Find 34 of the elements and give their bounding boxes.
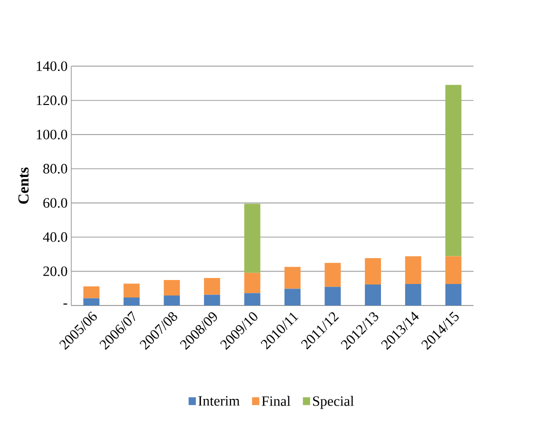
y-tick-label: 40.0	[43, 232, 68, 242]
bar	[364, 258, 381, 285]
bar	[164, 296, 180, 306]
legend-label: Final	[262, 396, 290, 406]
y-tick-label: 120.0	[36, 96, 68, 106]
bar	[204, 294, 220, 306]
legend-label: Interim	[198, 396, 240, 406]
y-tick-label: 140.0	[36, 62, 68, 72]
y-tick-label: -	[63, 304, 68, 305]
bar	[445, 256, 462, 284]
y-tick-label: 80.0	[43, 164, 68, 174]
bar	[83, 298, 100, 306]
legend-label: Special	[313, 396, 354, 410]
y-tick-label: 60.0	[43, 198, 68, 208]
y-tick-label: 20.0	[43, 266, 68, 276]
bar	[284, 267, 301, 289]
bar	[244, 204, 260, 274]
y-axis-title: Cents	[18, 168, 29, 204]
bar	[324, 263, 341, 288]
bar	[284, 288, 301, 306]
bar	[204, 278, 220, 295]
bar	[244, 273, 260, 294]
bar	[324, 287, 341, 306]
bar	[445, 85, 462, 256]
bar	[405, 256, 422, 284]
bar	[244, 293, 260, 306]
bar	[124, 298, 140, 306]
bar	[405, 284, 422, 306]
bar	[124, 284, 140, 298]
y-tick-label: 100.0	[36, 130, 68, 140]
bar	[364, 284, 381, 306]
bar	[445, 284, 462, 306]
bar	[83, 286, 100, 298]
bar	[164, 280, 180, 296]
